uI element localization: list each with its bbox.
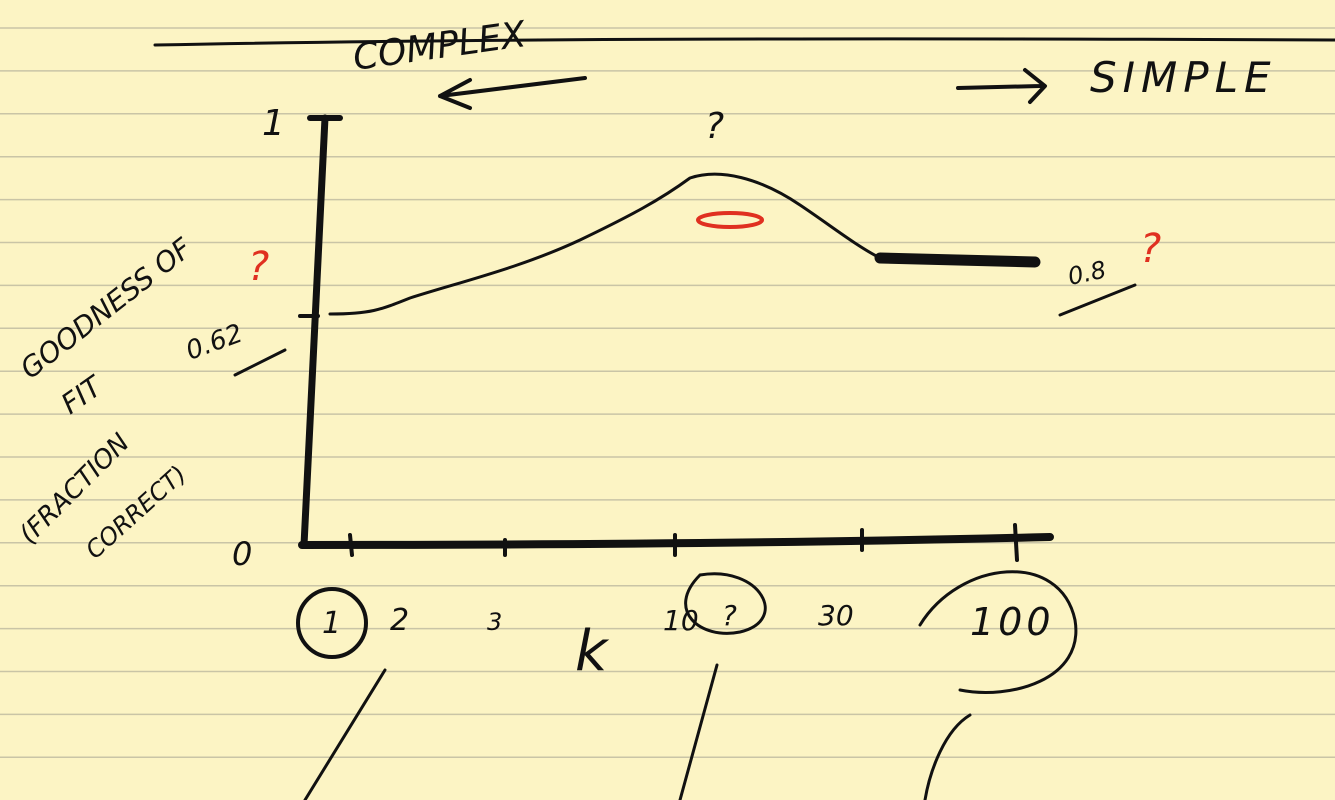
x-tick-label: ? xyxy=(722,599,737,632)
y-note: ? xyxy=(248,244,269,290)
y-axis xyxy=(300,114,329,549)
x-axis xyxy=(298,533,1054,549)
ruled-lines xyxy=(0,27,1335,759)
simple-arrow xyxy=(956,68,1047,104)
y-tick-label: 0.62 xyxy=(182,319,247,367)
x-tick-label: 2 xyxy=(390,603,409,638)
peak-mark xyxy=(696,211,764,229)
peak-annotation: ? xyxy=(705,106,724,147)
y-axis-label: FIT xyxy=(55,369,109,421)
y-axis-label: GOODNESS OF xyxy=(14,231,199,385)
complex-arrow xyxy=(438,76,587,110)
top-line xyxy=(153,37,1335,47)
x-tick-label: 10 xyxy=(663,604,699,637)
x-ticks xyxy=(348,523,1019,562)
circle-k10 xyxy=(684,572,767,635)
simple-label: SIMPLE xyxy=(1090,53,1277,102)
complex-label: COMPLEX xyxy=(351,14,530,79)
y-tick-label: 1 xyxy=(262,103,285,144)
circle-k1 xyxy=(296,587,368,659)
plateau-mark: ? xyxy=(1140,226,1161,272)
circle-k100 xyxy=(918,570,1078,694)
x-tick-label: 100 xyxy=(970,600,1055,644)
x-tick-label: 30 xyxy=(818,599,854,632)
x-tick-label: 3 xyxy=(487,608,502,636)
fit-curve xyxy=(328,172,882,316)
underlines xyxy=(233,283,1137,377)
x-axis-label: k xyxy=(575,619,610,684)
x-tick-label: 1 xyxy=(322,606,341,641)
plateau xyxy=(874,252,1041,268)
y-tick-label: 0 xyxy=(232,535,252,573)
pointer-strokes xyxy=(303,663,972,800)
